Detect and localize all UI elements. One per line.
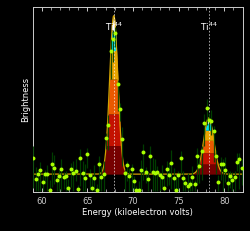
Point: [184, 181, 188, 185]
Point: [116, 82, 119, 86]
Point: [74, 170, 78, 173]
Point: [186, 184, 190, 188]
Point: [38, 168, 42, 172]
Point: [123, 171, 127, 174]
Point: [209, 119, 213, 123]
Point: [125, 163, 129, 167]
Point: [226, 181, 230, 185]
Point: [120, 137, 124, 141]
Point: [137, 188, 141, 192]
Point: [76, 187, 80, 191]
Point: [240, 166, 244, 170]
Point: [92, 176, 96, 180]
Point: [179, 156, 183, 160]
Point: [134, 188, 138, 192]
Point: [174, 188, 178, 192]
Point: [146, 177, 150, 181]
Point: [85, 153, 89, 156]
Point: [167, 173, 171, 177]
Point: [55, 178, 59, 182]
Point: [144, 170, 148, 173]
Point: [106, 124, 110, 127]
Point: [48, 188, 52, 192]
Point: [69, 167, 73, 171]
Point: [221, 163, 225, 166]
Point: [230, 178, 234, 182]
Point: [97, 162, 101, 166]
Point: [41, 180, 45, 184]
Point: [132, 179, 136, 183]
Point: [104, 136, 108, 140]
Point: [99, 175, 103, 179]
Point: [108, 49, 112, 53]
Point: [218, 162, 222, 166]
Point: [172, 176, 176, 179]
Y-axis label: Brightness: Brightness: [21, 77, 30, 122]
Point: [232, 175, 236, 179]
Text: Ti$^{44}$: Ti$^{44}$: [200, 21, 218, 33]
Point: [200, 149, 204, 153]
Point: [80, 171, 84, 174]
Point: [57, 174, 61, 178]
Point: [162, 186, 166, 190]
Point: [52, 167, 56, 170]
Point: [235, 160, 239, 163]
Point: [202, 121, 206, 125]
Point: [216, 180, 220, 184]
Point: [151, 170, 155, 174]
Point: [111, 37, 115, 41]
Point: [46, 172, 50, 176]
Point: [148, 154, 152, 158]
Point: [198, 165, 202, 168]
Point: [204, 107, 208, 110]
Point: [32, 156, 36, 160]
Point: [176, 173, 180, 177]
Point: [62, 175, 66, 179]
Point: [50, 162, 54, 166]
Point: [43, 172, 47, 176]
Point: [223, 168, 227, 172]
Point: [158, 173, 162, 177]
Point: [78, 156, 82, 160]
Text: Ti$^{44}$: Ti$^{44}$: [105, 21, 123, 33]
Point: [212, 130, 216, 133]
Point: [34, 177, 38, 180]
Point: [130, 167, 134, 170]
Point: [83, 176, 87, 180]
Point: [170, 161, 173, 164]
Point: [190, 175, 194, 179]
Point: [193, 182, 197, 186]
Point: [181, 176, 185, 180]
Point: [64, 175, 68, 178]
Point: [71, 171, 75, 175]
Point: [237, 158, 241, 161]
Point: [102, 172, 105, 176]
Point: [156, 170, 160, 173]
Point: [188, 182, 192, 186]
Point: [36, 172, 40, 176]
Point: [66, 186, 70, 190]
Point: [165, 167, 169, 171]
X-axis label: Energy (kiloelectron volts): Energy (kiloelectron volts): [82, 208, 193, 217]
Point: [228, 174, 232, 178]
Point: [88, 173, 92, 176]
Point: [90, 186, 94, 190]
Point: [94, 188, 98, 192]
Point: [60, 167, 64, 171]
Point: [160, 175, 164, 179]
Point: [118, 107, 122, 111]
Point: [153, 171, 157, 175]
Point: [113, 31, 117, 34]
Point: [141, 151, 145, 154]
Point: [207, 118, 211, 122]
Point: [127, 174, 131, 178]
Point: [214, 154, 218, 157]
Point: [139, 169, 143, 172]
Point: [195, 154, 199, 158]
